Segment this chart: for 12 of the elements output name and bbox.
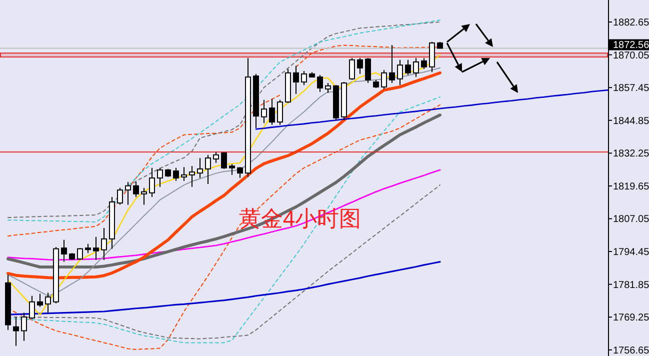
y-tick-label: 1756.65 xyxy=(613,345,649,356)
y-tick-label: 1819.65 xyxy=(613,181,649,192)
y-tick-label: 1844.85 xyxy=(613,116,649,127)
y-tick-label: 1769.25 xyxy=(613,312,649,324)
y-tick-label: 1794.45 xyxy=(613,247,649,258)
y-tick-label: 1882.65 xyxy=(613,17,649,28)
y-tick-label: 1870.05 xyxy=(613,50,649,62)
y-tick-label: 1857.45 xyxy=(613,83,649,94)
ref-line-label: 1872.56 xyxy=(613,40,649,52)
y-tick-label: 1807.05 xyxy=(613,214,649,226)
y-tick-label: 1781.85 xyxy=(613,280,649,291)
y-tick-label: 1832.25 xyxy=(613,148,649,160)
